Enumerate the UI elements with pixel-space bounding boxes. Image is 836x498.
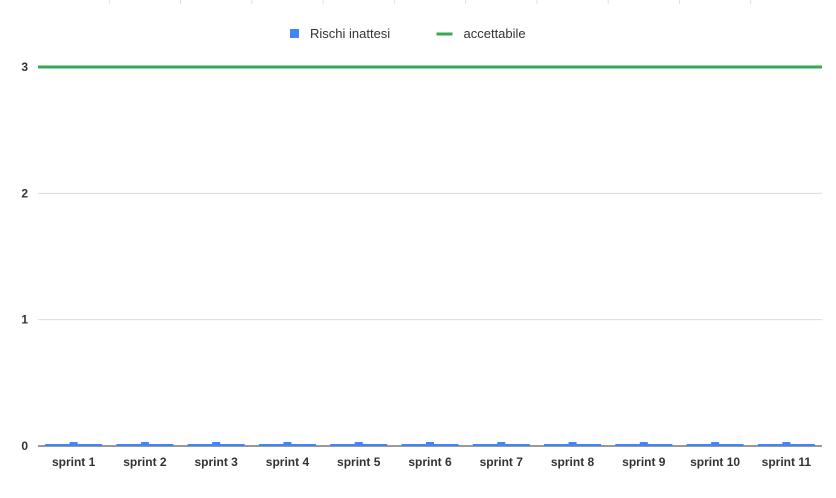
bar-marker [283, 442, 292, 446]
bar-marker [140, 442, 149, 446]
legend-label: Rischi inattesi [310, 26, 390, 41]
legend: Rischi inattesi accettabile [290, 26, 526, 41]
bar-marker [69, 442, 78, 446]
y-tick-label: 1 [21, 313, 28, 327]
y-axis-ticks: 0 1 2 3 [21, 60, 28, 453]
legend-swatch [290, 29, 299, 38]
x-tick-label: sprint 3 [195, 455, 239, 469]
x-axis-ticks: sprint 1 sprint 2 sprint 3 sprint 4 sprint 5… [52, 455, 811, 469]
bar-marker [354, 442, 363, 446]
x-tick-label: sprint 6 [408, 455, 452, 469]
bar-marker [639, 442, 648, 446]
x-tick-label: sprint 7 [480, 455, 524, 469]
bar-marker [711, 442, 720, 446]
y-tick-label: 2 [21, 186, 28, 200]
bar-series [45, 442, 815, 446]
bar-marker [568, 442, 577, 446]
y-tick-label: 0 [21, 439, 28, 453]
bar-marker [212, 442, 221, 446]
bar-marker [497, 442, 506, 446]
top-border-ticks [108, 0, 752, 4]
x-tick-label: sprint 9 [622, 455, 666, 469]
y-tick-label: 3 [21, 60, 28, 74]
x-tick-label: sprint 8 [551, 455, 595, 469]
gridlines [38, 66, 822, 447]
legend-label: accettabile [464, 26, 526, 41]
x-tick-label: sprint 10 [690, 455, 740, 469]
x-tick-label: sprint 5 [337, 455, 381, 469]
x-tick-label: sprint 11 [762, 455, 812, 469]
bar-marker [782, 442, 791, 446]
bar-marker [426, 442, 434, 446]
x-tick-label: sprint 4 [266, 455, 310, 469]
x-tick-label: sprint 2 [123, 455, 167, 469]
x-tick-label: sprint 1 [52, 455, 96, 469]
